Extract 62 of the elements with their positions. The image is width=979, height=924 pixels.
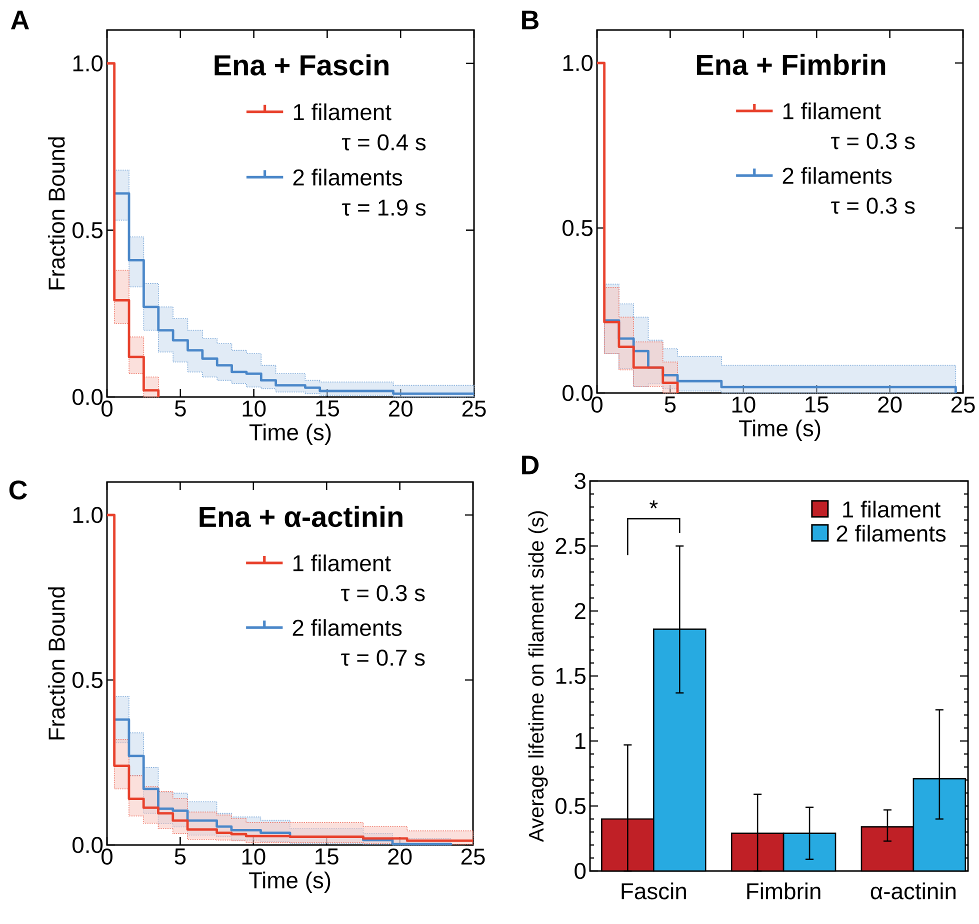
text: Ena + Fimbrin — [697, 54, 886, 76]
text: D — [522, 456, 539, 474]
legend-label: 1 filament — [843, 500, 941, 518]
annotation: τ = 0.7 s — [341, 650, 425, 666]
x-tick-label: 5 — [174, 400, 186, 417]
legend-label: 1 filament — [783, 102, 881, 120]
x-tick-label: 20 — [878, 396, 902, 413]
x-axis-title: Time (s) — [738, 420, 820, 441]
annotation: * — [650, 500, 658, 508]
x-tick-label: 20 — [388, 848, 412, 865]
y-axis-title: Fraction Bound — [48, 137, 65, 290]
legend-label: 1 filament — [293, 554, 391, 572]
y-tick-label: 2.5 — [556, 538, 586, 554]
y-axis-title: Average lifetime on filament side (s) — [528, 511, 548, 842]
text: Ena + α-actinin — [200, 506, 402, 528]
text: A — [10, 10, 30, 30]
x-tick-label: 15 — [316, 848, 338, 865]
x-tick-label: 5 — [174, 848, 186, 865]
y-tick-label: 3 — [574, 472, 586, 490]
x-tick-label: 10 — [732, 396, 756, 413]
annotation: τ = 0.3 s — [831, 132, 915, 150]
x-tick-label: 25 — [951, 396, 975, 413]
annotation: τ = 1.9 s — [342, 200, 426, 216]
y-tick-label: 0.5 — [72, 672, 103, 688]
x-tick-label: 15 — [316, 400, 339, 417]
text: Ena + Fascin — [214, 54, 388, 76]
x-tick-label: 15 — [806, 396, 828, 413]
x-axis-title: Time (s) — [249, 424, 331, 445]
legend-label: 2 filaments — [292, 619, 402, 636]
x-tick-label: 25 — [461, 848, 485, 865]
annotation: τ = 0.3 s — [341, 584, 425, 602]
x-axis-title: Time (s) — [248, 872, 330, 893]
legend-label: 2 filaments — [782, 167, 892, 184]
legend-label: 1 filament — [294, 103, 392, 120]
annotation: τ = 0.4 s — [342, 134, 426, 150]
x-tick-label: 10 — [242, 400, 266, 417]
x-tick-label: 10 — [242, 848, 266, 865]
y-tick-label: 0.0 — [72, 836, 103, 854]
y-tick-label: 1.0 — [563, 54, 593, 72]
y-tick-label: 0 — [574, 862, 586, 880]
y-tick-label: 0.0 — [72, 388, 103, 406]
x-tick-label: Fascin — [622, 882, 686, 900]
y-tick-label: 1.0 — [73, 506, 103, 524]
y-tick-label: 0.5 — [72, 222, 103, 238]
y-tick-label: 0.5 — [562, 220, 593, 236]
y-axis-title: Fraction Bound — [48, 587, 65, 740]
y-tick-label: 2 — [574, 603, 586, 620]
x-tick-label: 20 — [389, 400, 412, 417]
x-tick-label: 5 — [664, 396, 676, 413]
x-tick-label: 25 — [462, 400, 486, 417]
y-tick-label: 1.0 — [73, 55, 103, 72]
y-tick-label: 0.0 — [562, 384, 593, 402]
legend-label: 2 filaments — [836, 524, 946, 542]
annotation: τ = 0.3 s — [831, 198, 915, 214]
x-tick-label: α-actinin — [870, 882, 956, 900]
y-tick-label: 0.5 — [556, 798, 586, 814]
y-tick-label: 1 — [575, 733, 586, 749]
y-tick-label: 1.5 — [556, 668, 586, 684]
x-tick-label: Fimbrin — [747, 882, 820, 900]
legend-label: 2 filaments — [293, 168, 402, 186]
text: B — [522, 10, 538, 30]
text: C — [9, 480, 27, 500]
